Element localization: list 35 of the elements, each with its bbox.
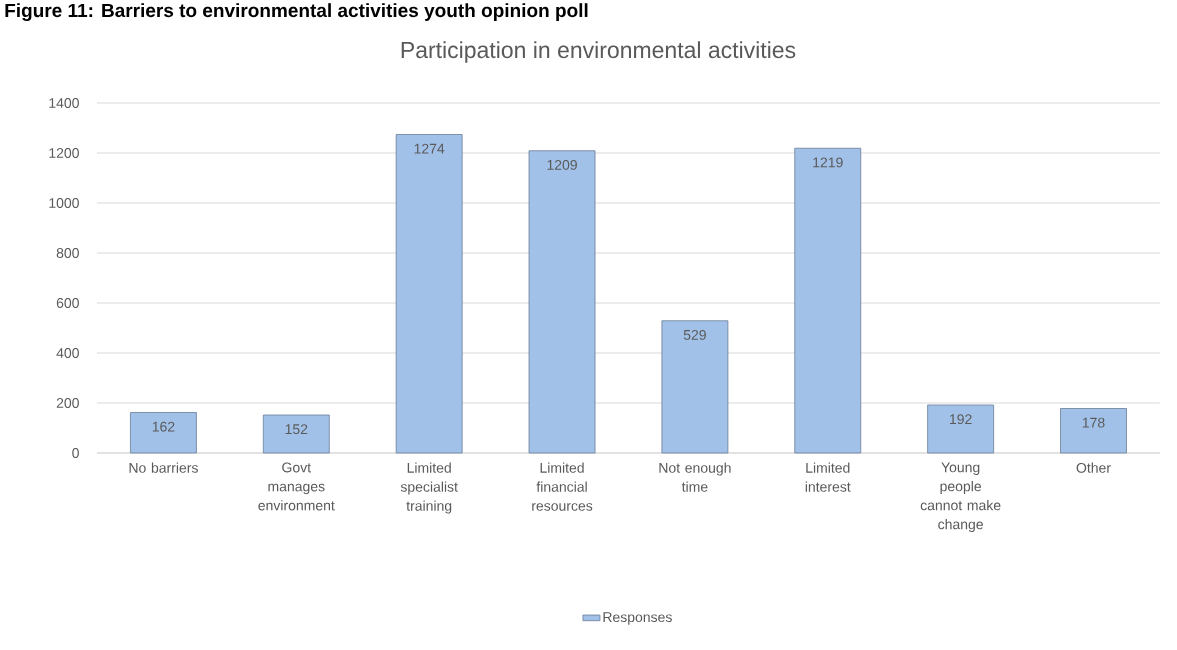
x-tick-label: Govt manages environment [258, 462, 335, 511]
y-tick-label: 1000 [49, 198, 79, 208]
x-tick-label: Limited interest [805, 462, 851, 492]
caption: Figure 11: Barriers to environmental activities youth opinion poll [5, 3, 588, 21]
bar [1060, 408, 1127, 454]
data-label: 1209 [547, 159, 577, 170]
x-tick-label: Young people cannot make change [920, 462, 1001, 533]
bar [395, 134, 463, 454]
x-tick-label: Not enough time [659, 462, 731, 492]
y-tick-label: 200 [56, 398, 79, 408]
legend-label: Responses [603, 612, 672, 625]
y-tick-label: 1200 [49, 148, 79, 158]
data-label: 1274 [414, 143, 445, 154]
data-label: 178 [1082, 417, 1105, 428]
y-tick-label: 800 [56, 248, 79, 258]
y-tick-label: 1400 [49, 98, 79, 108]
data-label: 162 [152, 421, 175, 432]
chart-title: Participation in environmental activities [401, 41, 796, 63]
data-label: 192 [950, 414, 972, 425]
x-tick-label: Limited financial resources [532, 462, 593, 511]
x-tick-label: No barriers [129, 462, 198, 473]
x-tick-label: Limited specialist training [400, 462, 458, 514]
bar [661, 320, 729, 454]
bar [794, 147, 862, 454]
data-label: 529 [683, 329, 706, 340]
y-tick-label: 400 [56, 348, 79, 358]
data-label: 1219 [813, 157, 843, 168]
bar [262, 414, 330, 454]
y-tick-label: 0 [72, 448, 79, 458]
data-label: 152 [285, 424, 308, 435]
y-tick-label: 600 [56, 298, 79, 308]
x-tick-label: Other [1076, 462, 1111, 473]
bar [130, 412, 197, 454]
bar [927, 404, 995, 454]
bar [528, 150, 596, 454]
